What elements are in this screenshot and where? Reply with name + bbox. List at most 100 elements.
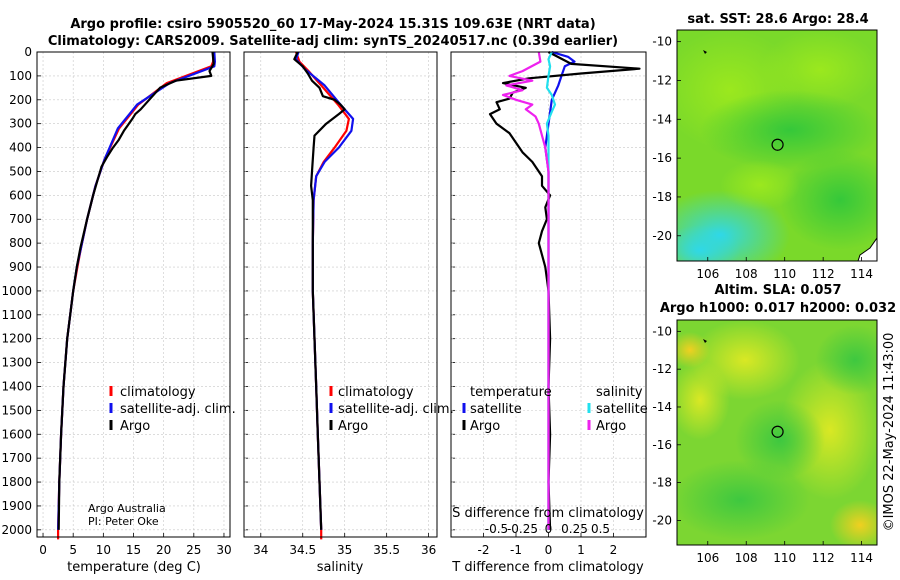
salinity-axes-box bbox=[243, 51, 438, 538]
x-tick-label: 25 bbox=[186, 543, 201, 557]
map-y-tick-label: -16 bbox=[652, 438, 672, 452]
depth-tick-label: 1700 bbox=[1, 451, 32, 465]
map-x-tick-label: 112 bbox=[812, 267, 835, 281]
sla-map-title-line2: Argo h1000: 0.017 h2000: 0.032 bbox=[660, 301, 896, 316]
s-tick-label: -0.5 bbox=[485, 522, 508, 536]
salinity-difference-tick-labels: -0.5-0.25 0 0.25 0.5 bbox=[485, 522, 610, 536]
x-tick-label: 34.5 bbox=[289, 543, 316, 557]
salinity-panel: 34 34.5 35 35.5 36 salinity climatology sate… bbox=[243, 51, 454, 575]
depth-tick-label: 1100 bbox=[1, 308, 32, 322]
legend-satadj-label: satellite-adj. clim. bbox=[120, 402, 236, 417]
sst-map-field bbox=[677, 30, 877, 261]
map-y-tick-label: -20 bbox=[652, 513, 672, 527]
x-tick-label: 5 bbox=[69, 543, 77, 557]
sla-argo-location-marker bbox=[771, 425, 784, 438]
depth-tick-label: 700 bbox=[9, 212, 32, 226]
map-y-tick-label: -12 bbox=[652, 73, 672, 87]
map-y-tick-label: -16 bbox=[652, 151, 672, 165]
legend-climatology-label: climatology bbox=[338, 385, 414, 400]
legend-t-argo-label: Argo bbox=[470, 419, 500, 434]
s-tick-label: -0.25 bbox=[507, 522, 538, 536]
depth-tick-label: 300 bbox=[9, 117, 32, 131]
credit-line2: PI: Peter Oke bbox=[88, 515, 159, 528]
map-y-tick-label: -10 bbox=[652, 35, 672, 49]
map-x-tick-label: 110 bbox=[773, 551, 796, 565]
depth-tick-label: 0 bbox=[24, 45, 32, 59]
legend-t-satellite-label: satellite bbox=[470, 402, 522, 417]
sst-map-title: sat. SST: 28.6 Argo: 28.4 bbox=[687, 12, 868, 27]
series-line-argo bbox=[293, 51, 346, 530]
credit-line1: Argo Australia bbox=[88, 502, 166, 515]
difference-xlabel: T difference from climatology bbox=[451, 560, 644, 575]
s-tick-label: 0.25 bbox=[561, 522, 588, 536]
temperature-lines bbox=[56, 51, 216, 540]
x-tick-label: 35.5 bbox=[373, 543, 400, 557]
depth-tick-label: 1400 bbox=[1, 379, 32, 393]
sla-map-field bbox=[677, 320, 877, 545]
difference-lines bbox=[488, 50, 641, 530]
salinity-grid bbox=[244, 51, 437, 537]
x-tick-label: 34 bbox=[253, 543, 268, 557]
sst-map-box bbox=[676, 29, 878, 262]
map-x-tick-label: 110 bbox=[773, 267, 796, 281]
difference-legend: temperature satellite Argo salinity sate… bbox=[462, 385, 648, 434]
temperature-grid bbox=[37, 51, 230, 537]
depth-tick-label: 100 bbox=[9, 69, 32, 83]
sla-x-tick-labels: 106 108 110 112 114 bbox=[696, 541, 873, 565]
depth-tick-label: 1200 bbox=[1, 332, 32, 346]
depth-tick-label: 1000 bbox=[1, 284, 32, 298]
s-tick-label: 0 bbox=[545, 522, 553, 536]
map-y-tick-label: -14 bbox=[652, 112, 672, 126]
sla-island-icon bbox=[703, 339, 707, 343]
map-y-tick-label: -20 bbox=[652, 229, 672, 243]
legend-satadj-label: satellite-adj. clim. bbox=[338, 402, 454, 417]
x-tick-label: 2 bbox=[610, 543, 618, 557]
depth-tick-labels: 0 100 200 300 400 500 600 700 800 900 1000 1100 1200… bbox=[1, 45, 455, 537]
legend-s-satellite-label: satellite bbox=[596, 402, 648, 417]
sst-argo-location-marker bbox=[771, 138, 784, 151]
difference-tick-labels: -2 -1 0 1 2 bbox=[478, 533, 618, 557]
series-line-climatology bbox=[294, 51, 350, 540]
x-tick-label: 35 bbox=[337, 543, 352, 557]
map-x-tick-label: 106 bbox=[696, 267, 719, 281]
x-tick-label: 15 bbox=[126, 543, 141, 557]
depth-tick-label: 900 bbox=[9, 260, 32, 274]
temperature-legend: climatology satellite-adj. clim. Argo bbox=[109, 385, 236, 434]
figure-title-line1: Argo profile: csiro 5905520_60 17-May-20… bbox=[70, 17, 595, 32]
map-x-tick-label: 114 bbox=[850, 551, 873, 565]
depth-tick-label: 2000 bbox=[1, 523, 32, 537]
sla-map-box bbox=[676, 319, 878, 546]
x-tick-label: 30 bbox=[216, 543, 231, 557]
map-y-tick-label: -14 bbox=[652, 400, 672, 414]
x-tick-label: 0 bbox=[39, 543, 47, 557]
depth-tick-label: 600 bbox=[9, 188, 32, 202]
legend-s-argo-label: Argo bbox=[596, 419, 626, 434]
depth-tick-label: 1800 bbox=[1, 475, 32, 489]
temperature-panel: 0100200300400500600700800900100011001200… bbox=[1, 45, 455, 575]
map-y-tick-label: -12 bbox=[652, 362, 672, 376]
series-line-argo bbox=[57, 51, 215, 530]
map-y-tick-label: -18 bbox=[652, 190, 672, 204]
x-tick-label: 10 bbox=[96, 543, 111, 557]
x-tick-label: 20 bbox=[156, 543, 171, 557]
depth-tick-label: 400 bbox=[9, 141, 32, 155]
legend-climatology-label: climatology bbox=[120, 385, 196, 400]
legend-salinity-title: salinity bbox=[596, 385, 643, 400]
x-tick-label: 0 bbox=[545, 543, 553, 557]
map-y-tick-label: -10 bbox=[652, 324, 672, 338]
map-x-tick-label: 108 bbox=[735, 551, 758, 565]
salinity-xlabel: salinity bbox=[317, 560, 364, 575]
legend-argo-label: Argo bbox=[120, 419, 150, 434]
sst-island-icon bbox=[703, 50, 707, 54]
figure-title-line2: Climatology: CARS2009. Satellite-adj cli… bbox=[48, 34, 618, 49]
sst-y-tick-labels: -10 -12 -14 -16 -18 -20 bbox=[652, 35, 681, 243]
depth-tick-label: 1300 bbox=[1, 356, 32, 370]
x-tick-label: 1 bbox=[577, 543, 585, 557]
map-y-tick-label: -18 bbox=[652, 476, 672, 490]
depth-tick-label: 200 bbox=[9, 93, 32, 107]
map-x-tick-label: 108 bbox=[735, 267, 758, 281]
legend-argo-label: Argo bbox=[338, 419, 368, 434]
x-tick-label: 36 bbox=[421, 543, 436, 557]
salinity-lines bbox=[293, 51, 355, 540]
